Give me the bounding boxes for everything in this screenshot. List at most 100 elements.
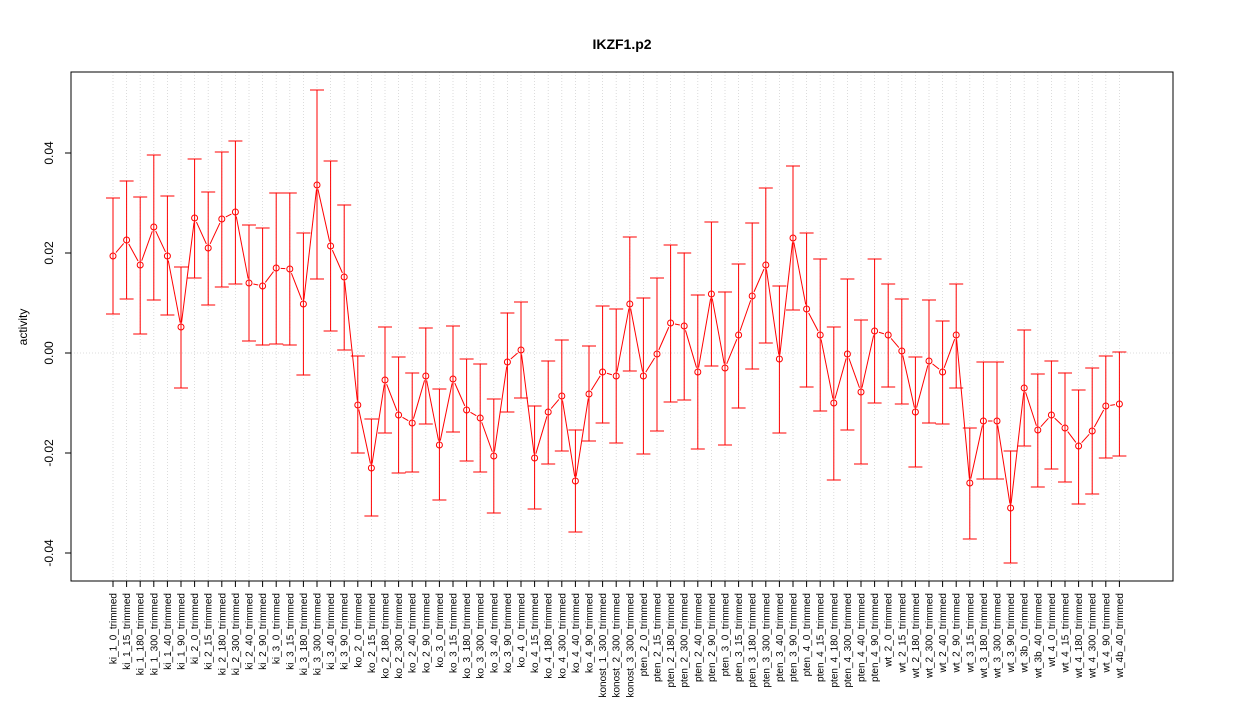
x-tick-label: pten_2_90_trimmed	[707, 593, 718, 682]
x-tick-label: wt_4_90_trimmed	[1101, 593, 1112, 673]
x-tick-label: ko_3_300_trimmed	[476, 593, 487, 679]
data-point	[558, 392, 566, 400]
y-tick-label: -0.02	[42, 439, 56, 467]
series-segment	[1040, 417, 1049, 428]
x-tick-label: pten_4_0_trimmed	[802, 593, 813, 676]
series-segment	[439, 383, 453, 441]
data-point	[259, 282, 267, 290]
series-segment	[1110, 404, 1116, 406]
data-point	[408, 419, 416, 427]
data-point	[775, 355, 783, 363]
x-axis: ki_1_0_trimmed ki_1_15_trimmed ki_1_180_tr…	[109, 581, 1126, 698]
data-point	[612, 372, 620, 380]
x-tick-label: pten_2_300_trimmed	[680, 593, 691, 688]
x-tick-label: ko_3_40_trimmed	[489, 593, 500, 673]
series-segment	[115, 243, 125, 253]
data-point	[1034, 426, 1042, 434]
x-tick-label: ki_3_0_trimmed	[272, 593, 283, 664]
data-point	[163, 252, 171, 260]
series-segment	[1010, 392, 1025, 504]
x-tick-label: wt_2_15_trimmed	[897, 593, 908, 673]
x-tick-label: wt_4_300_trimmed	[1088, 593, 1099, 679]
x-tick-label: ko_3_15_trimmed	[449, 593, 460, 673]
data-point	[748, 292, 756, 300]
series-segment	[290, 273, 303, 300]
x-tick-label: ki_2_0_trimmed	[190, 593, 201, 664]
series-segment	[209, 222, 221, 245]
x-tick-label: pten_3_300_trimmed	[761, 593, 772, 688]
series-segment	[253, 283, 259, 286]
series-segment	[331, 249, 343, 274]
x-tick-label: ko_4_15_trimmed	[530, 593, 541, 673]
series-segment	[454, 382, 466, 407]
series-segment	[932, 363, 940, 370]
x-tick-label: wt_2_180_trimmed	[911, 593, 922, 679]
x-tick-label: wt_4_180_trimmed	[1074, 593, 1085, 679]
y-tick-label: 0.02	[42, 241, 56, 265]
series-segment	[726, 338, 738, 365]
data-point	[463, 406, 471, 414]
series-segment	[155, 230, 166, 253]
series-segment	[264, 271, 274, 283]
x-tick-label: ki_3_40_trimmed	[326, 593, 337, 670]
x-tick-label: konost_3_300_trimmed	[625, 593, 636, 698]
data-point	[843, 350, 851, 358]
series-segment	[674, 323, 680, 326]
series-segment	[1081, 433, 1090, 444]
x-tick-label: ko_3_0_trimmed	[435, 593, 446, 667]
x-tick-label: ko_3_180_trimmed	[462, 593, 473, 679]
data-point	[653, 350, 661, 358]
data-point	[939, 368, 947, 376]
x-tick-label: pten_2_40_trimmed	[693, 593, 704, 682]
x-tick-label: wt_2_40_trimmed	[938, 593, 949, 673]
data-point	[1088, 427, 1096, 435]
x-tick-label: ko_2_180_trimmed	[381, 593, 392, 679]
x-tick-label: pten_2_15_trimmed	[653, 593, 664, 682]
data-point	[354, 401, 362, 409]
series-segment	[521, 354, 535, 454]
data-point	[871, 327, 879, 335]
series-segment	[890, 338, 900, 348]
data-point	[735, 331, 743, 339]
data-point	[313, 181, 321, 189]
data-point	[789, 234, 797, 242]
data-point	[204, 244, 212, 252]
data-point	[150, 223, 158, 231]
data-point	[966, 479, 974, 487]
x-tick-label: ki_2_90_trimmed	[258, 593, 269, 670]
data-point	[626, 300, 634, 308]
series-segment	[916, 365, 929, 408]
data-point	[1007, 504, 1015, 512]
data-point	[680, 322, 688, 330]
series-segment	[1025, 392, 1037, 426]
x-tick-label: ki_3_300_trimmed	[313, 593, 324, 675]
x-tick-label: ki_3_180_trimmed	[299, 593, 310, 675]
x-tick-label: ki_1_180_trimmed	[136, 593, 147, 675]
x-tick-label: pten_3_90_trimmed	[789, 593, 800, 682]
x-tick-label: ki_2_40_trimmed	[245, 593, 256, 670]
x-tick-label: pten_4_180_trimmed	[829, 593, 840, 688]
series-segment	[371, 384, 385, 464]
data-point	[762, 261, 770, 269]
series-segment	[793, 242, 807, 305]
series-segment	[128, 243, 139, 262]
x-tick-label: ki_1_300_trimmed	[149, 593, 160, 675]
data-point	[721, 364, 729, 372]
x-tick-label: wt_2_300_trimmed	[925, 593, 936, 679]
data-point	[422, 372, 430, 380]
data-point	[599, 368, 607, 376]
series-segment	[902, 355, 915, 408]
series-segment	[997, 425, 1011, 504]
series-segment	[358, 409, 371, 464]
y-tick-label: -0.04	[42, 539, 56, 567]
series-segment	[779, 242, 793, 355]
x-tick-label: ko_3_90_trimmed	[503, 593, 514, 673]
series-segment	[878, 331, 885, 335]
x-tick-label: ko_4_300_trimmed	[557, 593, 568, 679]
series-segment	[167, 260, 181, 323]
data-point	[177, 323, 185, 331]
x-tick-label: konost_1_300_trimmed	[598, 593, 609, 698]
data-point	[449, 375, 457, 383]
data-point	[381, 376, 389, 384]
series-segment	[943, 339, 956, 368]
